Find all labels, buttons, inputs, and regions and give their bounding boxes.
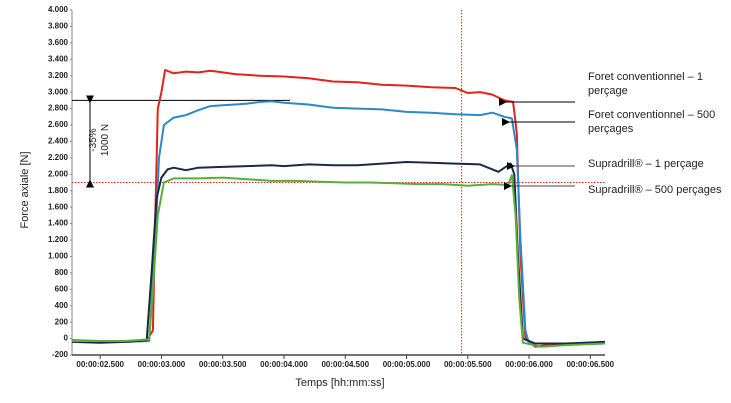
y-tick-label: 2.600 xyxy=(48,120,69,129)
y-tick-label: 1.000 xyxy=(48,252,69,261)
x-tick-label: 00:00:04.500 xyxy=(321,360,369,369)
y-tick-label: 3.200 xyxy=(48,71,69,80)
y-tick-label: 800 xyxy=(55,268,69,277)
y-tick-label: 2.000 xyxy=(48,169,69,178)
y-tick-label: 4.000 xyxy=(48,5,69,14)
x-tick-label: 00:00:05.500 xyxy=(444,360,492,369)
series-line xyxy=(71,161,606,345)
x-tick-label: 00:00:03.500 xyxy=(199,360,247,369)
y-tick-label: 3.600 xyxy=(48,38,69,47)
annotation: -35% xyxy=(88,128,99,151)
legend-label: Foret conventionnel – 500 perçages xyxy=(588,109,716,135)
y-tick-label: 600 xyxy=(55,284,69,293)
legend-label: Foret conventionnel – 1 perçage xyxy=(588,71,703,97)
x-tick-label: 00:00:06.500 xyxy=(566,360,614,369)
x-tick-label: 00:00:06.000 xyxy=(505,360,553,369)
series-line xyxy=(72,174,606,348)
legend-label: Supradrill® – 500 perçages xyxy=(588,184,722,196)
x-tick-label: 00:00:05.000 xyxy=(383,360,431,369)
y-tick-label: 3.800 xyxy=(48,22,69,31)
series-line xyxy=(72,100,606,345)
y-tick-label: 2.200 xyxy=(48,153,69,162)
y-tick-label: 0 xyxy=(64,334,69,343)
annotation: 1000 N xyxy=(100,124,111,156)
legend-label: Supradrill® – 1 perçage xyxy=(588,158,704,170)
y-tick-label: 3.000 xyxy=(48,87,69,96)
x-axis-label: Temps [hh:mm:ss] xyxy=(295,377,384,389)
y-tick-label: 2.800 xyxy=(48,104,69,113)
x-tick-label: 00:00:04.000 xyxy=(260,360,308,369)
y-tick-label: 1.400 xyxy=(48,219,69,228)
y-tick-label: 1.600 xyxy=(48,202,69,211)
x-tick-label: 00:00:03.000 xyxy=(138,360,186,369)
y-tick-label: 2.400 xyxy=(48,137,69,146)
y-tick-label: 3.400 xyxy=(48,54,69,63)
y-tick-label: 1.800 xyxy=(48,186,69,195)
y-tick-label: 400 xyxy=(55,301,69,310)
x-tick-label: 00:00:02.500 xyxy=(76,360,124,369)
series-line xyxy=(71,69,606,348)
y-axis-label: Force axiale [N] xyxy=(19,151,31,228)
y-tick-label: 200 xyxy=(55,317,69,326)
y-tick-label: -200 xyxy=(52,350,69,359)
y-tick-label: 1.200 xyxy=(48,235,69,244)
